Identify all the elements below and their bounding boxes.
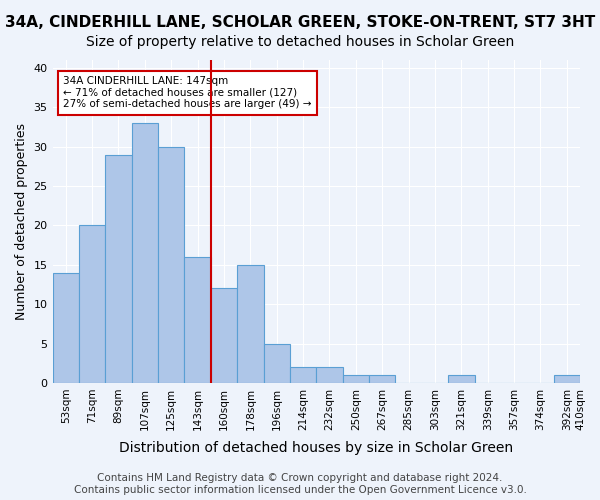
Bar	[343, 375, 369, 383]
X-axis label: Distribution of detached houses by size in Scholar Green: Distribution of detached houses by size …	[119, 441, 514, 455]
Bar	[369, 375, 395, 383]
Text: 34A CINDERHILL LANE: 147sqm
← 71% of detached houses are smaller (127)
27% of se: 34A CINDERHILL LANE: 147sqm ← 71% of det…	[63, 76, 311, 110]
Bar	[263, 344, 290, 383]
Bar	[554, 375, 580, 383]
Y-axis label: Number of detached properties: Number of detached properties	[15, 123, 28, 320]
Bar	[448, 375, 475, 383]
Bar	[105, 154, 131, 383]
Bar	[316, 367, 343, 383]
Bar	[211, 288, 237, 383]
Text: Size of property relative to detached houses in Scholar Green: Size of property relative to detached ho…	[86, 35, 514, 49]
Bar	[79, 226, 105, 383]
Bar	[290, 367, 316, 383]
Bar	[237, 265, 263, 383]
Bar	[184, 257, 211, 383]
Bar	[158, 146, 184, 383]
Bar	[131, 123, 158, 383]
Bar	[53, 272, 79, 383]
Text: 34A, CINDERHILL LANE, SCHOLAR GREEN, STOKE-ON-TRENT, ST7 3HT: 34A, CINDERHILL LANE, SCHOLAR GREEN, STO…	[5, 15, 595, 30]
Text: Contains HM Land Registry data © Crown copyright and database right 2024.
Contai: Contains HM Land Registry data © Crown c…	[74, 474, 526, 495]
